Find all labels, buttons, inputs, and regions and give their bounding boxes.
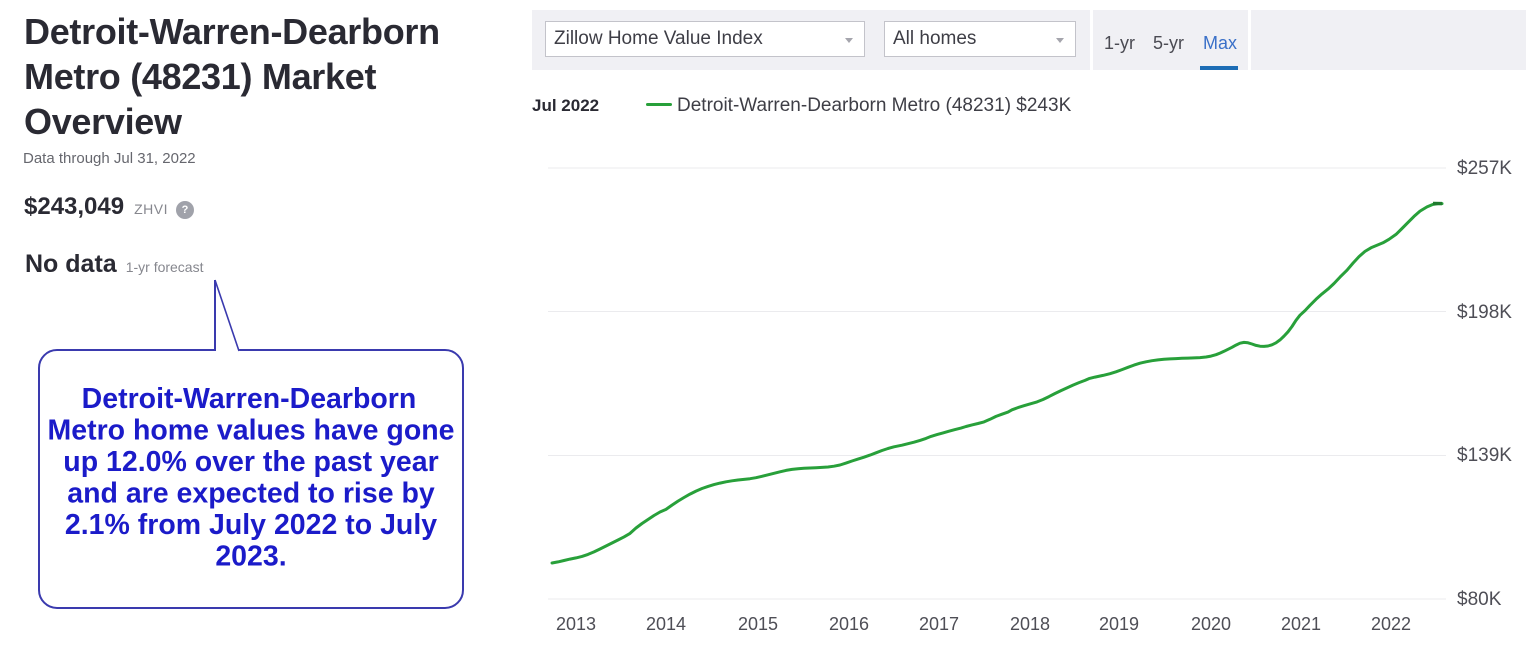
svg-text:2013: 2013 xyxy=(556,614,596,634)
svg-text:$80K: $80K xyxy=(1457,589,1502,610)
svg-text:2020: 2020 xyxy=(1191,614,1231,634)
svg-text:$139K: $139K xyxy=(1457,445,1512,466)
svg-text:2016: 2016 xyxy=(829,614,869,634)
svg-text:$198K: $198K xyxy=(1457,302,1512,323)
svg-text:Metro home values have gone: Metro home values have gone xyxy=(47,415,454,447)
svg-text:2017: 2017 xyxy=(919,614,959,634)
svg-text:up 12.0% over the past year: up 12.0% over the past year xyxy=(63,446,438,478)
svg-text:2022: 2022 xyxy=(1371,614,1411,634)
svg-text:2018: 2018 xyxy=(1010,614,1050,634)
svg-text:Detroit-Warren-Dearborn: Detroit-Warren-Dearborn xyxy=(82,383,417,415)
svg-text:2021: 2021 xyxy=(1281,614,1321,634)
svg-text:and are expected to rise by: and are expected to rise by xyxy=(67,478,435,510)
svg-text:2023.: 2023. xyxy=(215,541,286,573)
svg-text:2019: 2019 xyxy=(1099,614,1139,634)
svg-text:$257K: $257K xyxy=(1457,158,1512,179)
svg-text:2014: 2014 xyxy=(646,614,686,634)
svg-text:2.1% from July 2022 to July: 2.1% from July 2022 to July xyxy=(65,509,437,541)
svg-text:2015: 2015 xyxy=(738,614,778,634)
